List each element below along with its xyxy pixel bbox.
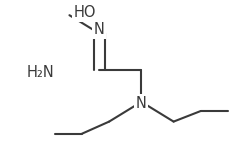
Text: HO: HO: [73, 5, 96, 20]
Text: N: N: [136, 96, 147, 111]
Text: N: N: [94, 22, 105, 37]
Text: H₂N: H₂N: [27, 65, 55, 80]
